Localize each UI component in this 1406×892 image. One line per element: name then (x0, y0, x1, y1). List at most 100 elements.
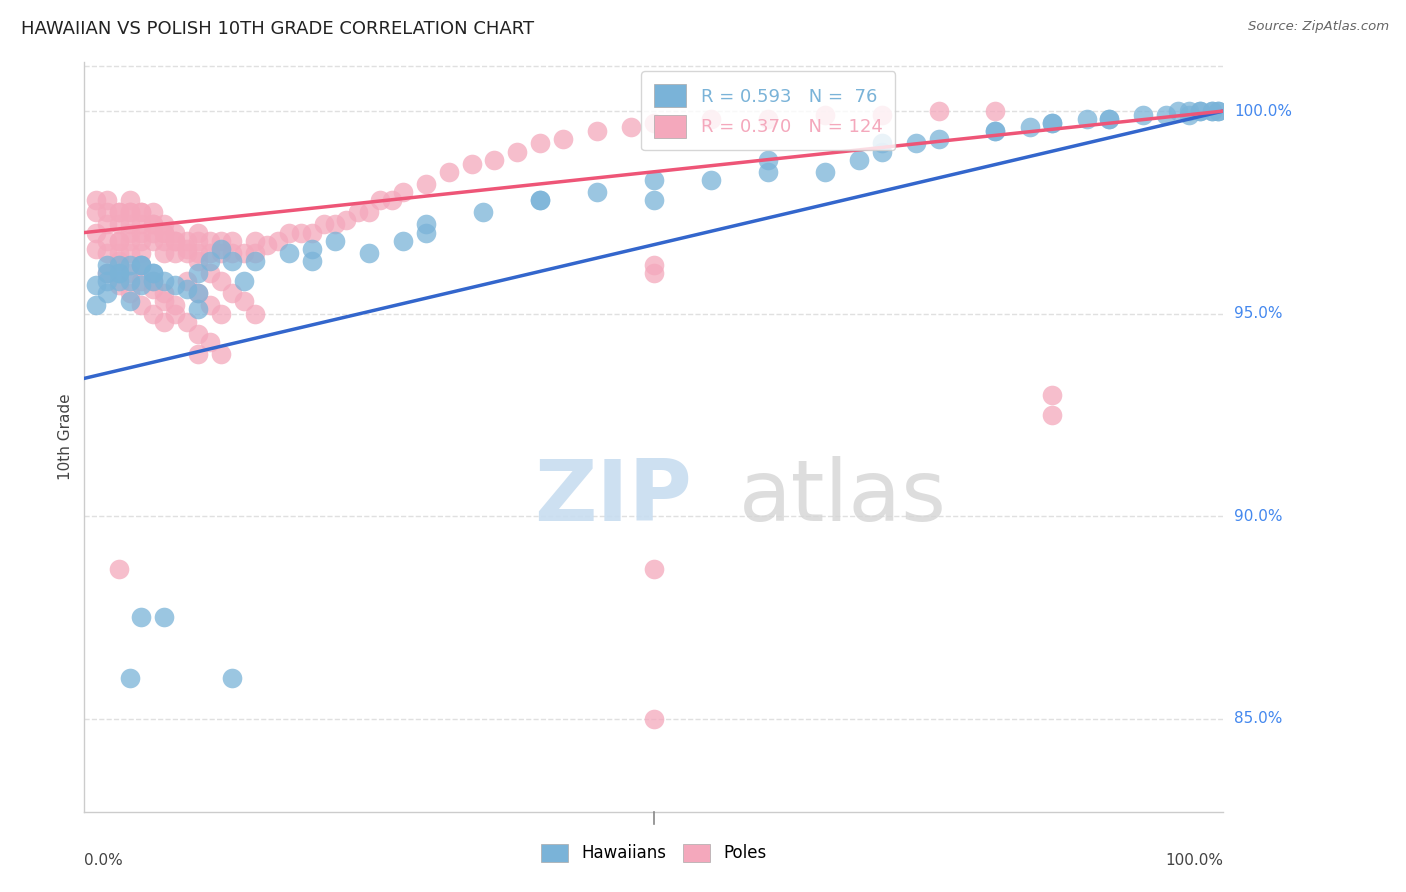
Point (870, 108, 893, 122)
Point (437, 165, 460, 179)
Point (1098, 112, 1121, 127)
Point (187, 266, 209, 280)
Point (118, 205, 141, 219)
Point (232, 274, 254, 288)
Point (551, 132, 574, 146)
Point (1206, 103, 1229, 118)
Point (312, 218, 335, 232)
Point (1018, 120, 1040, 135)
Point (928, 103, 950, 118)
Point (506, 145, 529, 159)
Point (1042, 408, 1064, 422)
Point (165, 245, 187, 260)
Point (107, 562, 129, 576)
Point (323, 218, 346, 232)
Point (209, 234, 232, 248)
Point (176, 315, 198, 329)
Point (131, 205, 153, 219)
Point (221, 671, 243, 685)
Point (96, 286, 118, 301)
Text: 0.0%: 0.0% (84, 853, 124, 868)
Point (187, 326, 209, 341)
Point (187, 286, 209, 301)
Point (153, 226, 176, 240)
Point (153, 294, 176, 309)
Point (221, 234, 243, 248)
Text: 90.0%: 90.0% (1234, 508, 1282, 524)
Point (107, 266, 129, 280)
Point (209, 242, 232, 256)
Point (187, 226, 209, 240)
Point (96, 205, 118, 219)
Point (643, 173, 665, 187)
Point (153, 234, 176, 248)
Point (484, 153, 506, 167)
Point (131, 274, 153, 288)
Point (323, 234, 346, 248)
Point (165, 307, 187, 321)
Point (209, 245, 232, 260)
Point (118, 205, 141, 219)
Point (165, 234, 187, 248)
Point (131, 298, 153, 312)
Point (187, 245, 209, 260)
Point (142, 282, 165, 296)
Point (84, 278, 107, 293)
Point (176, 242, 198, 256)
Point (1098, 112, 1121, 127)
Point (131, 234, 153, 248)
Text: atlas: atlas (740, 456, 948, 539)
Point (187, 347, 209, 361)
Point (1201, 103, 1223, 118)
Point (290, 226, 312, 240)
Point (643, 562, 665, 576)
Point (1178, 108, 1201, 122)
Text: 100.0%: 100.0% (1234, 103, 1292, 119)
Point (814, 165, 837, 179)
Point (176, 282, 198, 296)
Point (153, 245, 176, 260)
Point (1042, 387, 1064, 401)
Point (245, 245, 267, 260)
Point (700, 173, 723, 187)
Point (1132, 108, 1154, 122)
Point (131, 205, 153, 219)
Point (756, 112, 779, 127)
Point (142, 274, 165, 288)
Point (198, 245, 221, 260)
Point (153, 218, 176, 232)
Point (1201, 103, 1223, 118)
Text: HAWAIIAN VS POLISH 10TH GRADE CORRELATION CHART: HAWAIIAN VS POLISH 10TH GRADE CORRELATIO… (21, 20, 534, 37)
Point (153, 274, 176, 288)
Point (586, 185, 609, 199)
Point (209, 347, 232, 361)
Point (415, 226, 437, 240)
Point (209, 274, 232, 288)
Y-axis label: 10th Grade: 10th Grade (58, 393, 73, 481)
Point (118, 294, 141, 309)
Point (107, 234, 129, 248)
Point (586, 124, 609, 138)
Point (118, 286, 141, 301)
Point (84, 298, 107, 312)
Point (643, 258, 665, 272)
Point (643, 712, 665, 726)
Point (142, 218, 165, 232)
Point (107, 205, 129, 219)
Point (131, 245, 153, 260)
Point (848, 153, 870, 167)
Point (198, 266, 221, 280)
Point (335, 213, 357, 227)
Point (1156, 108, 1178, 122)
Point (870, 145, 893, 159)
Point (267, 234, 290, 248)
Point (142, 274, 165, 288)
Point (96, 245, 118, 260)
Point (301, 226, 323, 240)
Point (153, 610, 176, 624)
Point (529, 136, 551, 151)
Point (176, 234, 198, 248)
Point (165, 226, 187, 240)
Point (198, 253, 221, 268)
Point (1042, 116, 1064, 130)
